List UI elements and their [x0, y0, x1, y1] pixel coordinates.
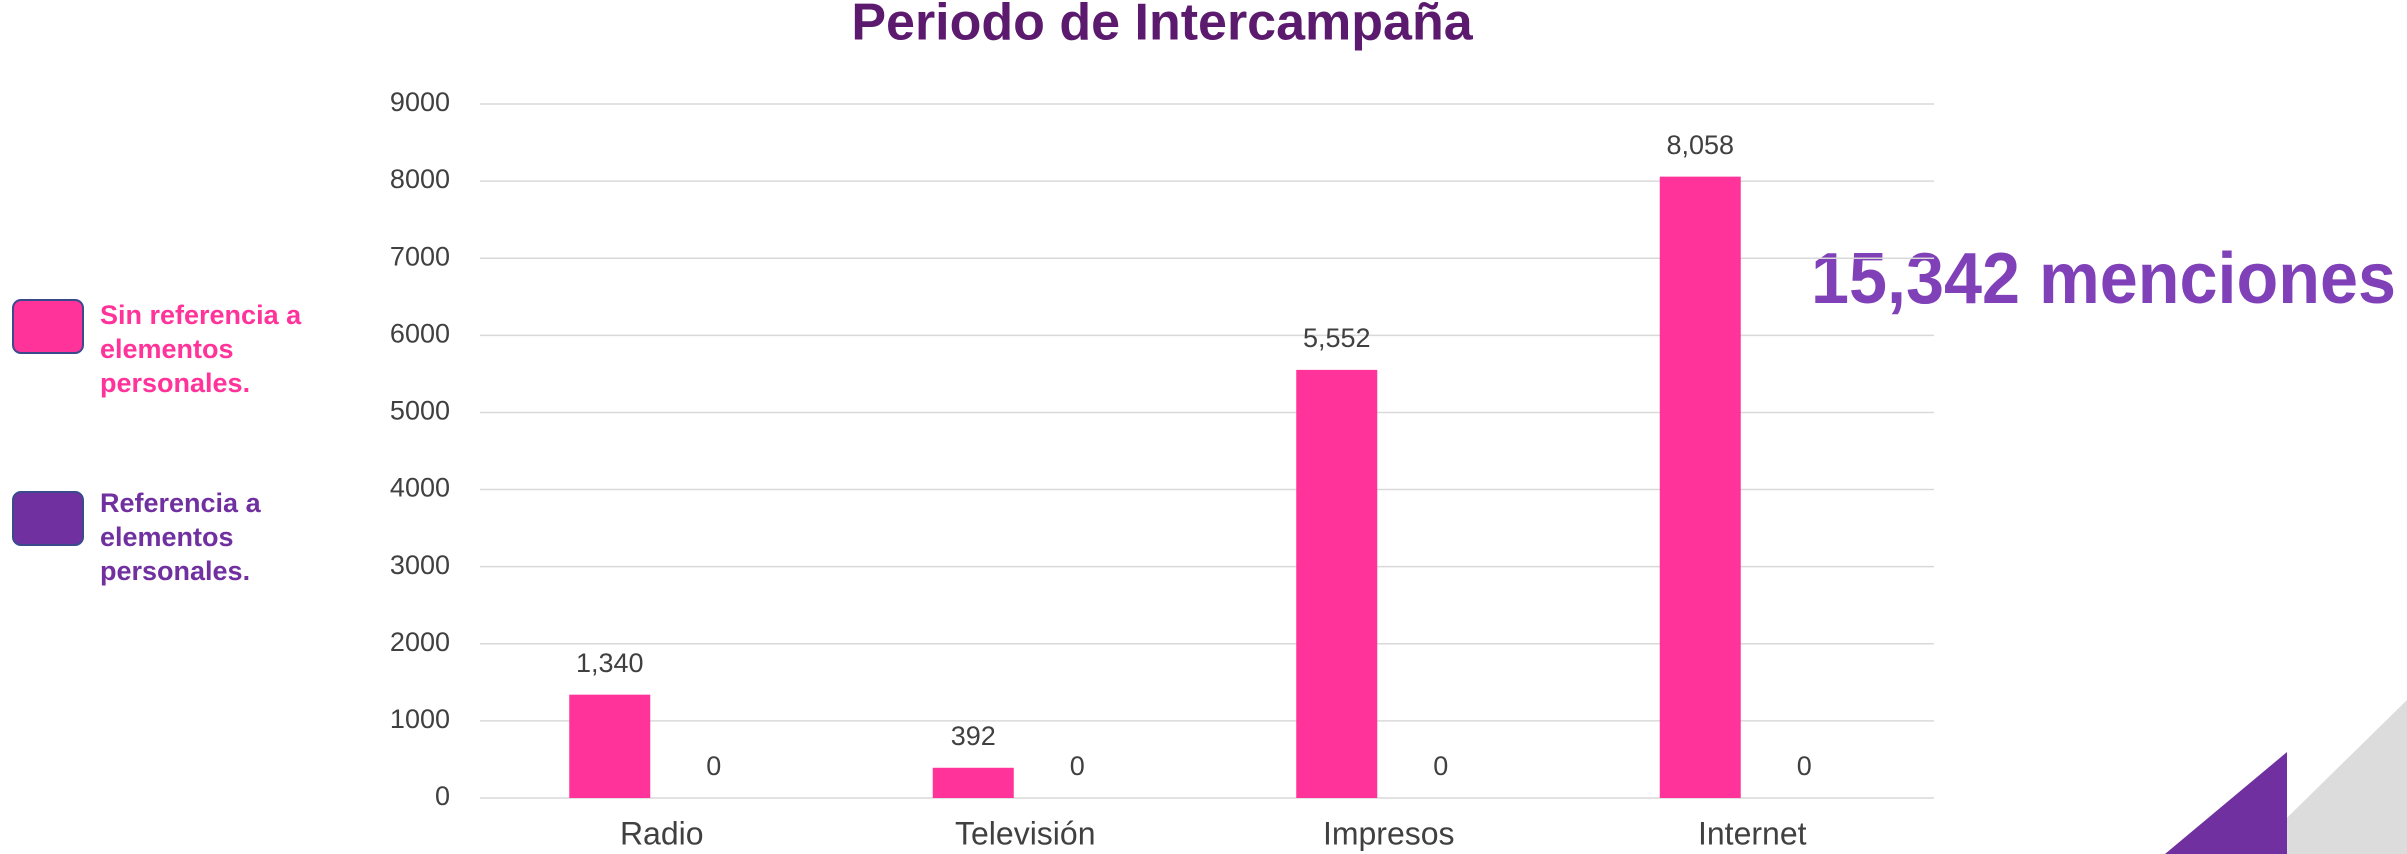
bar	[569, 694, 651, 798]
data-label: 1,340	[576, 648, 644, 678]
x-tick-label: Televisión	[955, 815, 1096, 851]
data-label: 0	[706, 751, 721, 781]
bar	[932, 767, 1014, 798]
data-label: 0	[1433, 751, 1448, 781]
data-label: 0	[1797, 751, 1812, 781]
x-tick-label: Radio	[620, 815, 704, 851]
corner-decoration	[2250, 700, 2407, 854]
y-tick-label: 1000	[390, 704, 450, 734]
y-tick-label: 3000	[390, 550, 450, 580]
legend-swatch	[12, 299, 84, 354]
y-tick-label: 7000	[390, 241, 450, 271]
y-tick-label: 8000	[390, 164, 450, 194]
bar	[1296, 369, 1378, 798]
data-label: 5,552	[1303, 323, 1371, 353]
y-tick-label: 0	[435, 781, 450, 811]
data-label: 392	[951, 721, 996, 751]
y-tick-label: 9000	[390, 87, 450, 117]
legend-swatch	[12, 491, 84, 546]
y-tick-label: 6000	[390, 318, 450, 348]
chart-title: Periodo de Intercampaña	[851, 0, 1473, 52]
y-tick-label: 5000	[390, 396, 450, 426]
y-tick-label: 2000	[390, 627, 450, 657]
annotation: 15,342 menciones	[1811, 239, 2396, 319]
x-tick-label: Internet	[1698, 815, 1807, 851]
legend-label: Referencia a elementos personales.	[100, 488, 261, 586]
x-tick-label: Impresos	[1323, 815, 1455, 851]
legend-label: Sin referencia a elementos personales.	[100, 300, 302, 398]
y-tick-label: 4000	[390, 473, 450, 503]
data-label: 0	[1070, 751, 1085, 781]
bar	[1659, 176, 1741, 798]
data-label: 8,058	[1666, 130, 1734, 160]
corner-decoration	[2165, 752, 2287, 854]
